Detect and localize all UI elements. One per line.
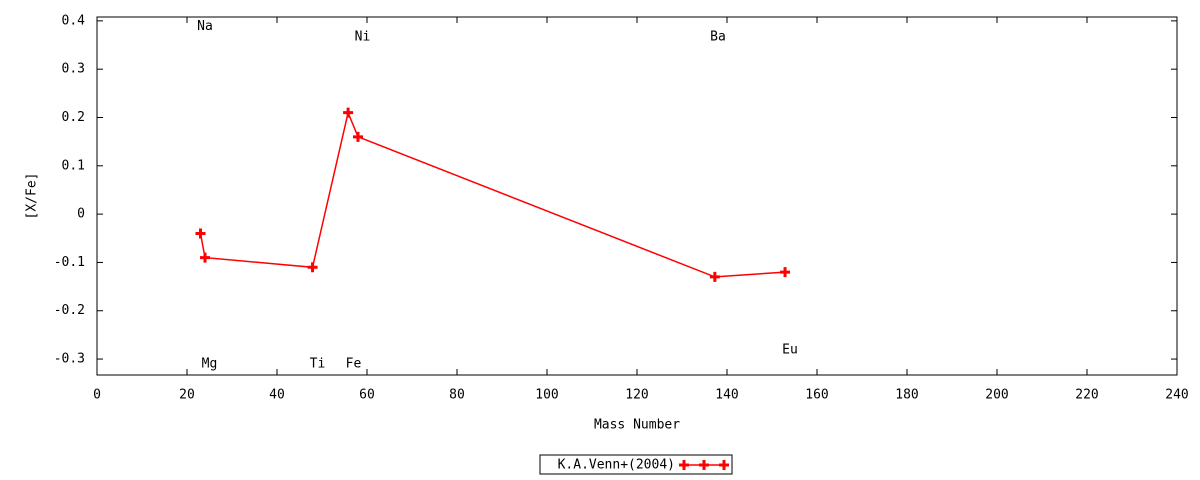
y-tick-label: 0.3 [62,62,85,77]
annotation: Fe [346,356,362,371]
annotation: Eu [782,342,798,357]
data-line [199,110,786,278]
x-tick-label: 0 [93,388,101,403]
annotation: Ba [710,29,726,44]
x-tick-label: 160 [805,388,828,403]
x-tick-label: 80 [449,388,465,403]
y-tick-label: 0.4 [62,13,86,28]
data-point [195,228,206,239]
y-tick-label: 0 [77,207,85,222]
x-tick-label: 180 [895,388,918,403]
x-tick-label: 220 [1075,388,1098,403]
x-tick-label: 120 [625,388,648,403]
y-tick-label: -0.3 [54,352,85,367]
legend-marker [719,460,729,470]
x-tick-label: 100 [535,388,558,403]
y-tick-label: -0.2 [54,303,85,318]
data-point [709,271,720,282]
annotation: Ti [310,356,326,371]
legend-marker [699,460,709,470]
data-point [353,131,363,142]
x-tick-label: 200 [985,388,1008,403]
annotation: Ni [355,29,371,44]
x-tick-label: 140 [715,388,738,403]
legend-label: K.A.Venn+(2004) [558,458,675,473]
x-tick-label: 20 [179,388,195,403]
annotation: Mg [202,356,218,371]
y-tick-label: 0.2 [62,110,85,125]
y-tick-label: -0.1 [54,255,85,270]
x-axis-label: Mass Number [594,418,680,433]
x-tick-label: 40 [269,388,285,403]
plot-frame [96,16,1178,376]
data-point [343,107,354,118]
x-tick-label: 60 [359,388,375,403]
data-point [200,252,210,263]
data-point [307,262,318,273]
annotation: Na [197,19,213,34]
legend-marker [679,460,689,470]
y-axis-label: [X/Fe] [25,173,40,220]
data-point [780,267,791,278]
y-tick-label: 0.1 [62,158,85,173]
x-tick-label: 240 [1165,388,1188,403]
